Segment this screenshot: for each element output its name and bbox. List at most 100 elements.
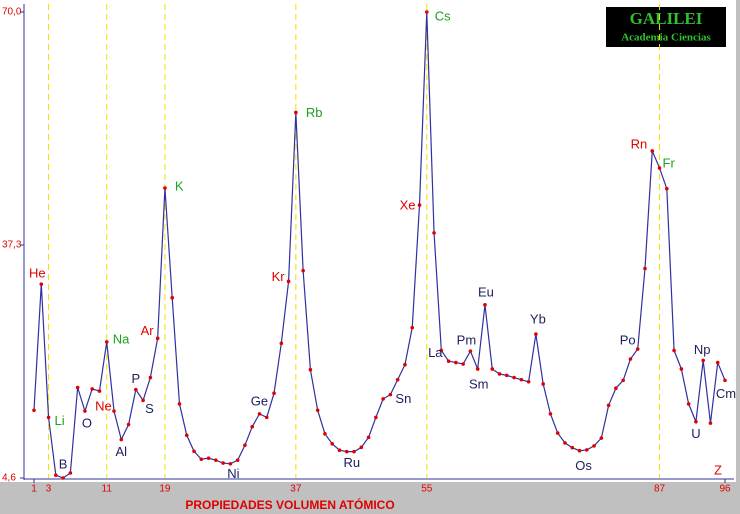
data-point — [199, 457, 204, 462]
data-point — [672, 348, 676, 353]
data-point — [337, 448, 342, 453]
data-point — [606, 403, 611, 408]
data-point — [497, 372, 502, 376]
data-point — [90, 387, 94, 391]
data-point — [475, 367, 480, 371]
data-point — [141, 398, 145, 403]
data-point — [454, 360, 458, 365]
data-point — [119, 437, 124, 442]
data-point — [592, 444, 596, 448]
x-axis-label: Z — [714, 462, 722, 477]
data-point — [461, 362, 465, 366]
x-tick-label: 55 — [421, 484, 433, 495]
data-point — [715, 360, 720, 365]
data-point — [483, 303, 487, 307]
data-point — [344, 449, 349, 454]
data-point — [39, 282, 44, 286]
data-point — [184, 433, 189, 438]
data-point — [694, 419, 698, 424]
point-label: Kr — [272, 269, 286, 284]
data-point — [243, 443, 247, 448]
data-point — [221, 461, 225, 465]
data-point — [374, 415, 378, 420]
data-point — [308, 367, 313, 372]
data-point — [301, 268, 305, 273]
data-point — [148, 375, 153, 380]
data-point — [526, 380, 531, 384]
point-label: Ne — [95, 399, 112, 414]
point-label: Ni — [227, 466, 239, 481]
point-label: He — [29, 266, 46, 281]
data-point — [388, 392, 393, 397]
data-point — [126, 422, 131, 427]
point-label: Ar — [141, 323, 155, 338]
data-point — [563, 441, 567, 445]
point-label: Os — [575, 458, 592, 473]
data-point — [643, 266, 647, 271]
data-point — [54, 473, 58, 477]
point-label: U — [691, 426, 700, 441]
data-point — [264, 415, 269, 420]
data-point — [665, 186, 669, 191]
point-label: Sn — [395, 391, 411, 406]
data-point — [330, 441, 335, 446]
point-label: S — [145, 401, 154, 416]
point-label: Na — [113, 331, 130, 346]
data-point — [315, 408, 320, 413]
logo-box — [606, 7, 726, 47]
point-label: Rb — [306, 105, 323, 120]
x-tick-label: 37 — [290, 484, 302, 495]
data-point — [519, 377, 524, 382]
data-point — [112, 409, 116, 413]
data-point — [439, 348, 444, 353]
data-point — [61, 476, 65, 480]
y-tick-label: 4,6 — [2, 473, 16, 484]
point-label: Po — [620, 332, 636, 347]
data-point — [410, 325, 415, 330]
data-point — [323, 432, 327, 436]
point-label: Yb — [530, 312, 546, 327]
data-point — [134, 387, 138, 392]
data-point — [541, 382, 545, 386]
x-tick-label: 96 — [719, 484, 731, 495]
data-point — [621, 378, 625, 383]
data-point — [512, 375, 516, 380]
point-label: Ru — [343, 455, 360, 470]
point-label: O — [82, 415, 92, 430]
data-point — [708, 421, 713, 425]
data-point — [635, 347, 640, 351]
data-point — [97, 389, 102, 393]
data-point — [257, 412, 262, 416]
data-point — [177, 402, 182, 406]
data-point — [352, 449, 356, 454]
data-point — [585, 448, 589, 452]
point-label: Np — [694, 342, 711, 357]
chart-title: PROPIEDADES VOLUMEN ATÓMICO — [185, 497, 394, 512]
data-point — [68, 471, 73, 475]
data-point — [614, 386, 618, 391]
data-point — [395, 377, 400, 382]
data-point — [272, 391, 276, 396]
data-point — [104, 340, 109, 344]
data-point — [504, 373, 509, 378]
point-label: K — [175, 178, 184, 193]
data-point — [679, 367, 684, 371]
data-point — [577, 448, 582, 453]
data-point — [548, 412, 553, 416]
data-point — [723, 378, 727, 383]
data-point — [46, 415, 51, 420]
point-label: Eu — [478, 284, 494, 299]
data-point — [701, 358, 705, 363]
data-point — [686, 402, 691, 406]
point-label: B — [59, 456, 68, 471]
data-point — [570, 445, 575, 450]
point-label: P — [131, 371, 140, 386]
point-label: Sm — [469, 376, 489, 391]
x-tick-label: 19 — [159, 484, 171, 495]
data-point — [32, 408, 36, 413]
footer-bar — [0, 496, 740, 514]
point-label: Xe — [400, 198, 416, 213]
data-point — [599, 436, 604, 440]
data-point — [657, 166, 662, 170]
